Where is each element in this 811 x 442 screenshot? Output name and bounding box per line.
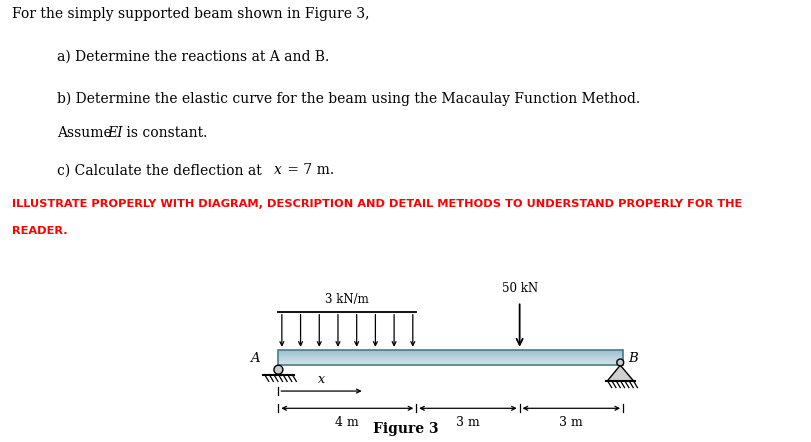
Text: = 7 m.: = 7 m. [283,164,334,177]
Circle shape [274,365,283,374]
Bar [278,355,623,356]
Bar [278,350,623,365]
Text: B: B [629,352,638,365]
Bar [278,354,623,355]
Text: EI: EI [107,126,122,140]
Text: c) Calculate the deflection at: c) Calculate the deflection at [57,164,266,177]
Text: Assume: Assume [57,126,116,140]
Text: READER.: READER. [12,226,68,236]
Text: a) Determine the reactions at A and B.: a) Determine the reactions at A and B. [57,50,329,64]
Bar [278,351,623,352]
Text: x: x [274,164,282,177]
Bar [278,363,623,364]
Text: 4 m: 4 m [336,416,359,429]
Bar [278,350,623,351]
Circle shape [617,359,624,366]
Bar [278,356,623,357]
Bar [278,357,623,358]
Bar [278,361,623,362]
Polygon shape [607,365,633,381]
Text: x: x [318,373,325,386]
Text: is constant.: is constant. [122,126,207,140]
Text: Figure 3: Figure 3 [373,422,438,436]
Bar [278,358,623,359]
Bar [278,362,623,363]
Text: 3 m: 3 m [560,416,583,429]
Text: A: A [250,352,260,365]
Bar [278,352,623,353]
Text: 3 kN/m: 3 kN/m [325,293,369,305]
Bar [278,360,623,361]
Text: 50 kN: 50 kN [501,282,538,295]
Text: b) Determine the elastic curve for the beam using the Macaulay Function Method.: b) Determine the elastic curve for the b… [57,91,640,106]
Bar [278,359,623,360]
Text: 3 m: 3 m [456,416,480,429]
Text: ILLUSTRATE PROPERLY WITH DIAGRAM, DESCRIPTION AND DETAIL METHODS TO UNDERSTAND P: ILLUSTRATE PROPERLY WITH DIAGRAM, DESCRI… [12,199,742,209]
Bar [278,364,623,365]
Bar [278,353,623,354]
Text: For the simply supported beam shown in Figure 3,: For the simply supported beam shown in F… [12,8,370,21]
